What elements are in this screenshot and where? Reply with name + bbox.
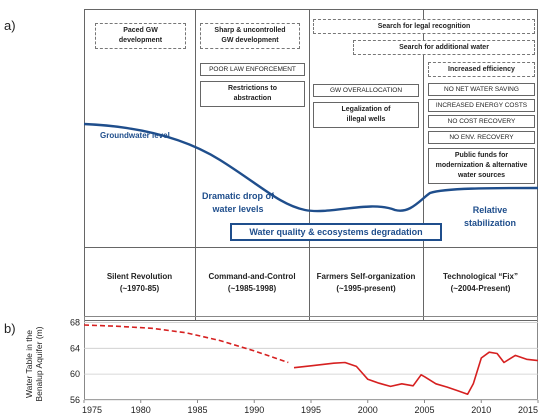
- panel-a-label: a): [4, 18, 16, 33]
- box-restrictions-to-abstraction: Restrictions to abstraction: [200, 81, 305, 107]
- x-tick-label: 1985: [187, 405, 207, 415]
- period-farmers-self-organization: Farmers Self-organization (~1995-present…: [309, 271, 423, 295]
- y-tick-label: 60: [70, 369, 80, 379]
- period-title-text: Silent Revolution: [106, 272, 173, 281]
- period-row-divider: [84, 247, 538, 248]
- period-title-text: Farmers Self-organization: [316, 272, 416, 281]
- box-paced-gw-development: Paced GW development: [95, 23, 186, 49]
- series-line-measured: [293, 351, 539, 396]
- period-years-text: (~1970-85): [119, 284, 160, 293]
- period-years-text: (~1985-1998): [227, 284, 277, 293]
- panel-a-frame: [84, 9, 538, 321]
- period-title-text: Command-and-Control: [208, 272, 296, 281]
- period-command-and-control: Command-and-Control (~1985-1998): [195, 271, 309, 295]
- x-tick-label: 1995: [301, 405, 321, 415]
- box-increased-energy-costs: INCREASED ENERGY COSTS: [428, 99, 535, 112]
- period-silent-revolution: Silent Revolution (~1970-85): [84, 271, 195, 295]
- period-title-text: Technological “Fix”: [443, 272, 518, 281]
- period-divider: [195, 9, 196, 321]
- y-tick-label: 68: [70, 317, 80, 327]
- box-no-cost-recovery: NO COST RECOVERY: [428, 115, 535, 128]
- period-divider: [423, 9, 424, 321]
- period-years-text: (~1995-present): [336, 284, 396, 293]
- y-tick-label: 64: [70, 343, 80, 353]
- box-increased-efficiency: Increased efficiency: [428, 62, 535, 77]
- chart-plot-frame: [84, 316, 538, 400]
- label-water-quality-degradation: Water quality & ecosystems degradation: [230, 223, 442, 241]
- x-tick-label: 2010: [471, 405, 491, 415]
- x-tick-label: 2000: [358, 405, 378, 415]
- x-tick-label: 2005: [414, 405, 434, 415]
- period-divider: [309, 9, 310, 321]
- x-tick-label: 1980: [131, 405, 151, 415]
- box-search-legal-recognition: Search for legal recognition: [313, 19, 535, 34]
- box-legalization-illegal-wells: Legalization of illegal wells: [313, 102, 419, 128]
- panel-b-label: b): [4, 321, 16, 336]
- label-dramatic-drop: Dramatic drop of water levels: [201, 191, 274, 214]
- x-tick-label: 1975: [82, 405, 102, 415]
- box-gw-overallocation: GW OVERALLOCATION: [313, 84, 419, 97]
- box-public-funds: Public funds for modernization & alterna…: [428, 148, 535, 184]
- period-technological-fix: Technological “Fix” (~2004-Present): [423, 271, 538, 295]
- box-sharp-gw-development: Sharp & uncontrolled GW development: [200, 23, 300, 49]
- box-no-net-water-saving: NO NET WATER SAVING: [428, 83, 535, 96]
- period-years-text: (~2004-Present): [450, 284, 511, 293]
- x-tick-label: 2015: [518, 405, 538, 415]
- label-relative-stabilization: Relative stabilization: [463, 205, 516, 228]
- groundwater-curve-line: [83, 122, 539, 213]
- box-search-additional-water: Search for additional water: [353, 40, 535, 55]
- series-line-estimated: [83, 324, 289, 364]
- x-tick-label: 1990: [244, 405, 264, 415]
- box-no-env-recovery: NO ENV. RECOVERY: [428, 131, 535, 144]
- box-poor-law-enforcement: POOR LAW ENFORCEMENT: [200, 63, 305, 76]
- y-tick-label: 56: [70, 395, 80, 405]
- label-groundwater-level: Groundwater level: [100, 131, 170, 140]
